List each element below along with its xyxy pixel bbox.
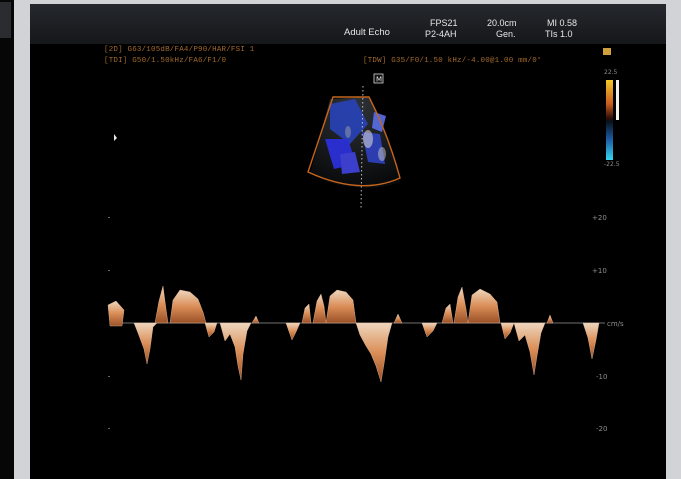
svg-text:M: M [376,76,382,84]
ultrasound-display: Adult Echo FPS21 P2-4AH 20.0cm Gen. MI 0… [30,4,666,479]
ultrasound-canvas: 22.5 -22.5 M +20 +10 [107,48,624,433]
tis-readout: TIs 1.0 [545,29,573,39]
fps-readout: FPS21 [430,18,458,28]
preset-label: Adult Echo [344,27,390,38]
sample-gate-marker[interactable] [373,73,384,84]
param-2d: [2D] G63/105dB/FA4/P90/HAR/FSI 1 [104,46,255,54]
velocity-color-bar: 22.5 -22.5 [604,69,620,168]
orientation-marker-icon [603,48,611,55]
scale-label-minus20: -20 [596,425,607,433]
mi-readout: MI 0.58 [547,18,578,28]
doppler-waveform [107,285,600,383]
scale-label-minus10: -10 [596,373,607,381]
param-tdw: [TDW] G35/F0/1.50 kHz/-4.00@1.00 mm/0° [363,57,542,65]
param-tdi: [TDI] G50/1.50kHz/FA6/F1/0 [104,57,227,65]
mode-readout: Gen. [496,29,516,39]
scale-label-plus20: +20 [592,214,607,222]
probe-readout: P2-4AH [425,29,457,39]
left-panel-tab [0,2,11,38]
scale-label-plus10: +10 [592,267,607,275]
sector-roi-outline[interactable] [307,96,401,187]
depth-readout: 20.0cm [487,18,517,28]
status-header: Adult Echo FPS21 P2-4AH 20.0cm Gen. MI 0… [30,4,666,45]
left-sidebar-panel [0,0,14,479]
cursor-arrow-icon[interactable] [114,134,117,141]
scale-label-unit: cm/s [607,320,624,328]
sample-line [360,85,364,210]
color-bar-bottom-label: -22.5 [604,161,620,168]
color-bar-top-label: 22.5 [604,69,618,76]
sector-image: M [307,73,401,210]
